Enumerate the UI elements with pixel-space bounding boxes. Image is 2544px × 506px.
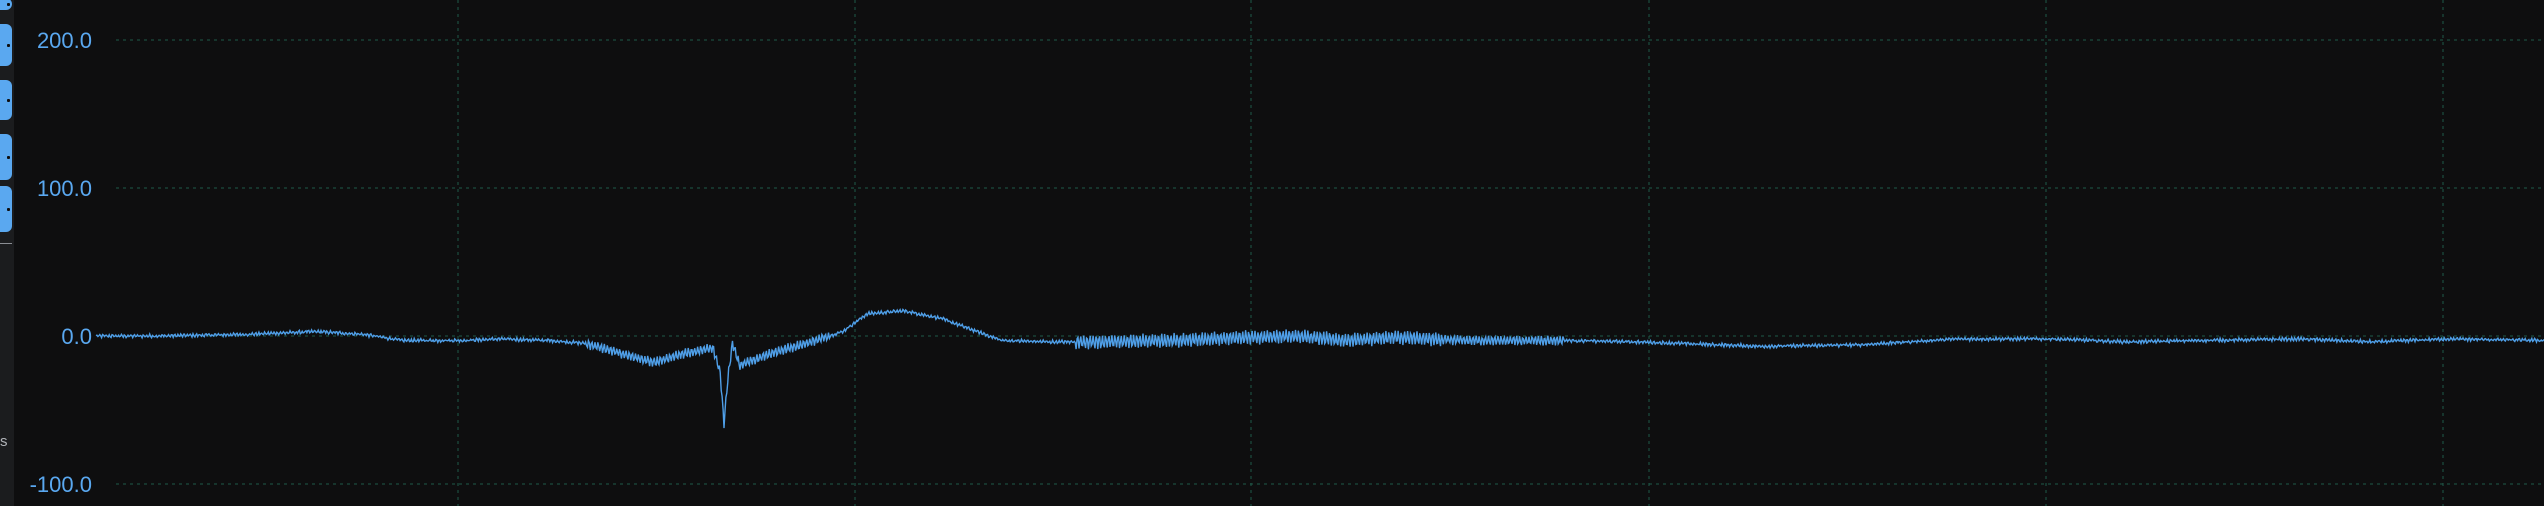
toolbar-cut-label: s: [0, 433, 8, 450]
y-tick-label: 100.0: [37, 176, 92, 201]
toolbar-button-2[interactable]: [0, 24, 12, 66]
toolbar-button-3[interactable]: [0, 80, 12, 120]
y-tick-label: 0.0: [61, 324, 92, 349]
y-tick-label: 200.0: [37, 28, 92, 53]
toolbar-button-icon: [7, 155, 10, 159]
toolbar-button-icon: [7, 2, 10, 6]
toolbar-button-icon: [7, 43, 10, 47]
toolbar-button-5[interactable]: [0, 186, 12, 232]
series-line: [95, 307, 2544, 429]
grid: [116, 0, 2544, 506]
toolbar-button-icon: [7, 207, 10, 211]
left-toolbar: s: [0, 0, 14, 506]
y-axis: -100.0 0.0 100.0 200.0: [30, 28, 92, 497]
y-tick-label: -100.0: [30, 472, 92, 497]
toolbar-divider: [0, 243, 12, 244]
toolbar-button-icon: [7, 98, 10, 102]
toolbar-button-1[interactable]: [0, 0, 12, 10]
toolbar-button-4[interactable]: [0, 134, 12, 180]
